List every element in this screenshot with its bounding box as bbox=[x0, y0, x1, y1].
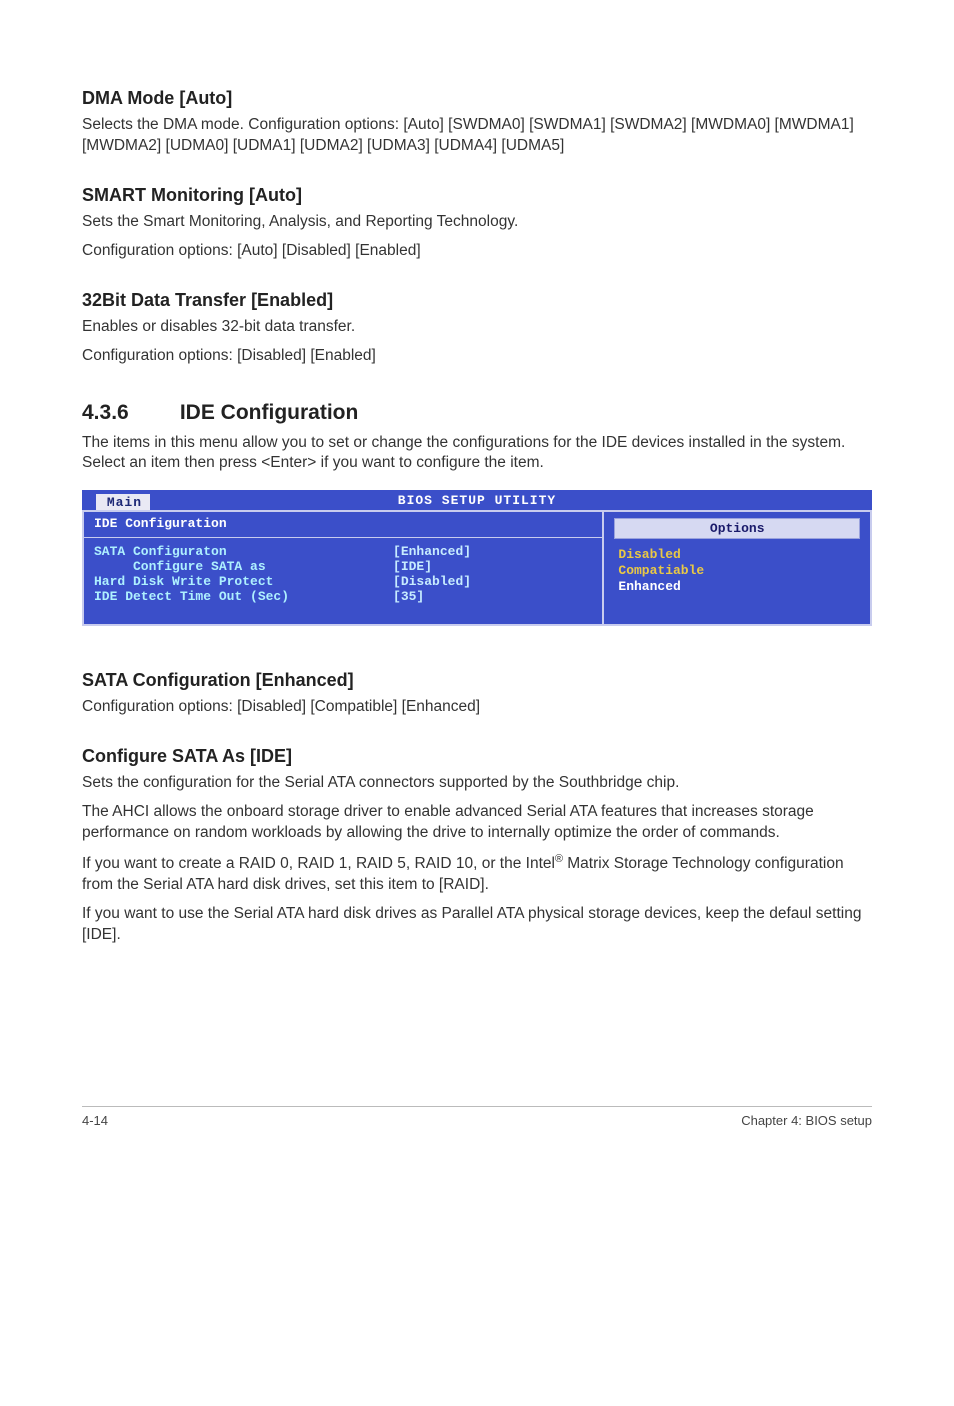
bios-tab-label: Main bbox=[107, 495, 142, 510]
bios-title: BIOS SETUP UTILITY bbox=[82, 493, 872, 508]
text-32bit-2: Configuration options: [Disabled] [Enabl… bbox=[82, 346, 872, 367]
text-sata-configuration: Configuration options: [Disabled] [Compa… bbox=[82, 697, 872, 718]
bios-row: Configure SATA as[IDE] bbox=[94, 559, 592, 574]
bios-rows: SATA Configuraton[Enhanced] Configure SA… bbox=[84, 538, 602, 624]
footer-chapter: Chapter 4: BIOS setup bbox=[741, 1113, 872, 1128]
heading-dma: DMA Mode [Auto] bbox=[82, 88, 872, 109]
registered-mark: ® bbox=[555, 853, 563, 865]
bios-screenshot: BIOS SETUP UTILITY Main IDE Configuratio… bbox=[82, 490, 872, 642]
bios-row-value: [Enhanced] bbox=[393, 544, 471, 559]
bios-options-list: DisabledCompatiableEnhanced bbox=[604, 539, 870, 615]
text-confsata-2: The AHCI allows the onboard storage driv… bbox=[82, 802, 872, 844]
bios-titlebar: BIOS SETUP UTILITY Main bbox=[82, 490, 872, 510]
heading-title: IDE Configuration bbox=[180, 401, 358, 424]
bios-row-value: [Disabled] bbox=[393, 574, 471, 589]
bios-option: Compatiable bbox=[618, 563, 856, 578]
heading-configure-sata: Configure SATA As [IDE] bbox=[82, 746, 872, 767]
heading-number: 4.3.6 bbox=[82, 401, 174, 425]
bios-row-key: IDE Detect Time Out (Sec) bbox=[94, 589, 393, 604]
text-smart-2: Configuration options: [Auto] [Disabled]… bbox=[82, 241, 872, 262]
bios-row: SATA Configuraton[Enhanced] bbox=[94, 544, 592, 559]
page-footer: 4-14 Chapter 4: BIOS setup bbox=[82, 1106, 872, 1128]
bios-row-key: Hard Disk Write Protect bbox=[94, 574, 393, 589]
bios-right-panel: Options DisabledCompatiableEnhanced bbox=[603, 510, 872, 626]
text-confsata-3a: If you want to create a RAID 0, RAID 1, … bbox=[82, 855, 555, 872]
bios-row: IDE Detect Time Out (Sec)[35] bbox=[94, 589, 592, 604]
heading-smart: SMART Monitoring [Auto] bbox=[82, 185, 872, 206]
text-confsata-4: If you want to use the Serial ATA hard d… bbox=[82, 904, 872, 946]
caret-icon bbox=[98, 495, 107, 510]
text-smart-1: Sets the Smart Monitoring, Analysis, and… bbox=[82, 212, 872, 233]
bios-row-value: [IDE] bbox=[393, 559, 432, 574]
bios-tab-main: Main bbox=[96, 494, 150, 510]
text-ideconf-intro: The items in this menu allow you to set … bbox=[82, 433, 872, 475]
text-32bit-1: Enables or disables 32-bit data transfer… bbox=[82, 317, 872, 338]
bios-row-key: SATA Configuraton bbox=[94, 544, 393, 559]
bios-option: Enhanced bbox=[618, 579, 856, 594]
bios-right-header: Options bbox=[614, 518, 860, 539]
bios-left-panel: IDE Configuration SATA Configuraton[Enha… bbox=[82, 510, 603, 626]
bios-row-key: Configure SATA as bbox=[94, 559, 393, 574]
text-dma: Selects the DMA mode. Configuration opti… bbox=[82, 115, 872, 157]
heading-sata-configuration: SATA Configuration [Enhanced] bbox=[82, 670, 872, 691]
bios-option: Disabled bbox=[618, 547, 856, 562]
heading-32bit: 32Bit Data Transfer [Enabled] bbox=[82, 290, 872, 311]
footer-page-number: 4-14 bbox=[82, 1113, 108, 1128]
bios-row-value: [35] bbox=[393, 589, 424, 604]
bios-body: IDE Configuration SATA Configuraton[Enha… bbox=[82, 510, 872, 626]
bios-curve-shadow bbox=[82, 624, 872, 642]
bios-left-header: IDE Configuration bbox=[84, 512, 602, 538]
bios-row: Hard Disk Write Protect[Disabled] bbox=[94, 574, 592, 589]
text-confsata-3: If you want to create a RAID 0, RAID 1, … bbox=[82, 852, 872, 896]
heading-ide-configuration: 4.3.6 IDE Configuration bbox=[82, 401, 872, 425]
text-confsata-1: Sets the configuration for the Serial AT… bbox=[82, 773, 872, 794]
